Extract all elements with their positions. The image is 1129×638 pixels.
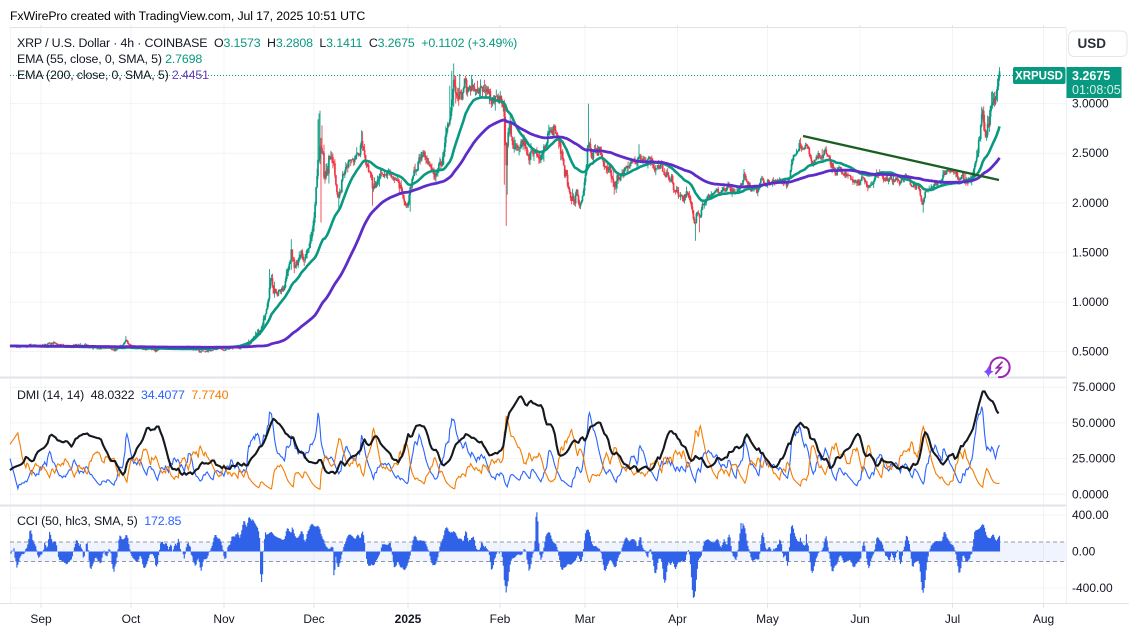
svg-text:1.0000: 1.0000 (1072, 295, 1109, 309)
svg-text:CCI (50, hlc3, SMA, 5) 172.85: CCI (50, hlc3, SMA, 5) 172.85 (17, 514, 181, 528)
svg-text:Dec: Dec (303, 612, 324, 626)
svg-text:400.00: 400.00 (1072, 508, 1109, 522)
svg-text:Mar: Mar (575, 612, 596, 626)
svg-text:XRP / U.S. Dollar · 4h · COINB: XRP / U.S. Dollar · 4h · COINBASE O3.157… (17, 36, 517, 50)
svg-text:FxWirePro created with Trading: FxWirePro created with TradingView.com, … (10, 9, 365, 23)
svg-text:3.0000: 3.0000 (1072, 97, 1109, 111)
svg-text:May: May (756, 612, 779, 626)
svg-text:USD: USD (1078, 36, 1107, 51)
svg-text:75.0000: 75.0000 (1072, 380, 1116, 394)
svg-text:01:08:05: 01:08:05 (1072, 83, 1121, 97)
svg-text:2.5000: 2.5000 (1072, 146, 1109, 160)
svg-text:Oct: Oct (122, 612, 141, 626)
svg-text:1.5000: 1.5000 (1072, 246, 1109, 260)
svg-text:-400.00: -400.00 (1072, 581, 1113, 595)
svg-text:Sep: Sep (30, 612, 52, 626)
svg-text:XRPUSD: XRPUSD (1015, 71, 1063, 83)
svg-text:25.0000: 25.0000 (1072, 452, 1116, 466)
svg-text:Jul: Jul (945, 612, 960, 626)
svg-text:EMA (55, close, 0, SMA, 5) 2.7: EMA (55, close, 0, SMA, 5) 2.7698 (17, 52, 202, 66)
svg-text:3.2675: 3.2675 (1072, 69, 1110, 83)
svg-text:Apr: Apr (668, 612, 687, 626)
svg-text:DMI (14, 14) 48.0322 34.4077: DMI (14, 14) 48.0322 34.4077 7.7740 (17, 388, 229, 402)
svg-text:0.00: 0.00 (1072, 545, 1096, 559)
svg-text:Nov: Nov (213, 612, 234, 626)
svg-text:Jun: Jun (850, 612, 869, 626)
svg-text:50.0000: 50.0000 (1072, 416, 1116, 430)
svg-text:0.0000: 0.0000 (1072, 487, 1109, 501)
svg-text:2.0000: 2.0000 (1072, 196, 1109, 210)
svg-text:EMA (200, close, 0, SMA, 5) 2.: EMA (200, close, 0, SMA, 5) 2.4451 (17, 68, 209, 82)
svg-text:Aug: Aug (1033, 612, 1054, 626)
svg-text:2025: 2025 (395, 612, 422, 626)
svg-text:Feb: Feb (490, 612, 511, 626)
svg-text:0.5000: 0.5000 (1072, 345, 1109, 359)
